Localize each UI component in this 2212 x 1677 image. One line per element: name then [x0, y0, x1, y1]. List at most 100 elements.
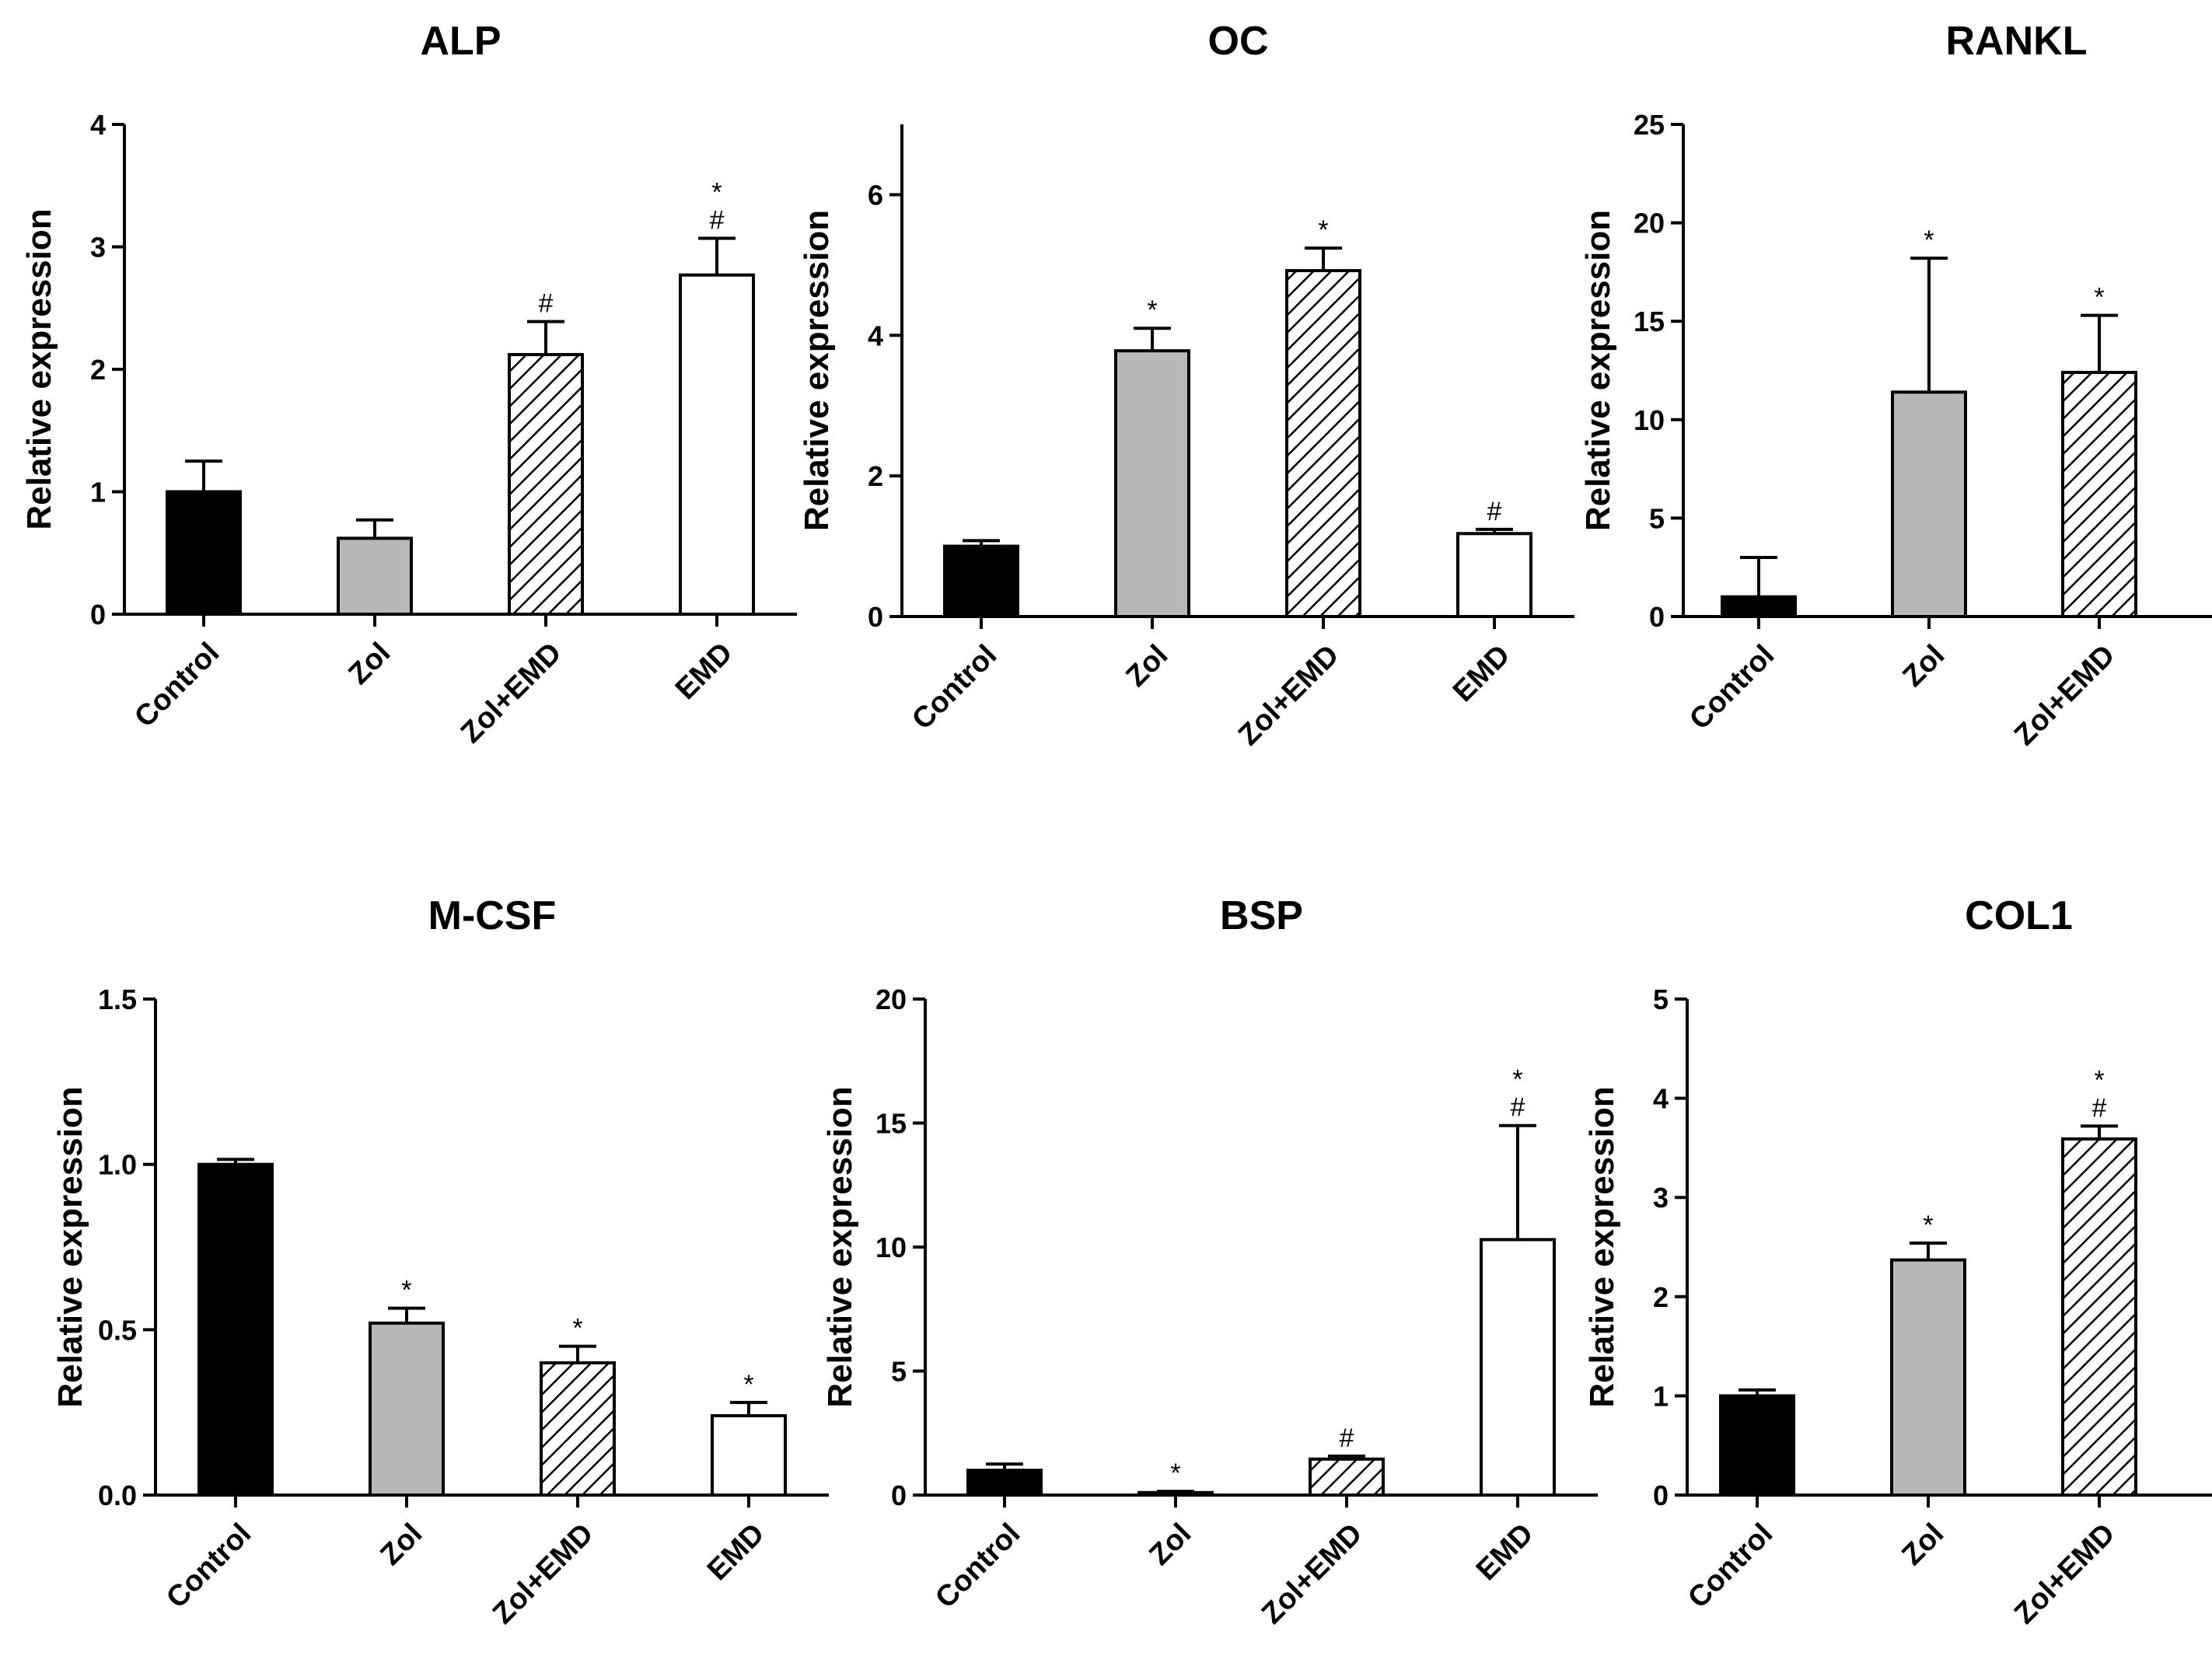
- x-tick-label-zol-emd: Zol+EMD: [2008, 639, 2121, 752]
- y-tick-label: 2: [90, 354, 106, 386]
- y-axis-label: Relative expression: [1583, 1086, 1621, 1407]
- y-tick-label: 10: [1634, 404, 1665, 436]
- significance-star: *: [1147, 295, 1157, 325]
- x-tick-label-zol-emd: Zol+EMD: [1256, 1518, 1368, 1630]
- bar-zol-emd: [1309, 1457, 1385, 1497]
- significance-star: *: [2094, 283, 2104, 313]
- bar-control: [1719, 1394, 1795, 1497]
- bar-zol: [1114, 349, 1190, 618]
- bar-zol-emd: [1285, 269, 1361, 618]
- significance-hash: #: [1511, 1093, 1525, 1123]
- x-tick-label-zol-emd: Zol+EMD: [2008, 1518, 2121, 1630]
- significance-star: *: [401, 1276, 411, 1305]
- y-axis-label: Relative expression: [51, 1086, 89, 1407]
- y-tick-label: 20: [875, 983, 907, 1015]
- y-tick-label: 15: [875, 1108, 907, 1140]
- y-tick-label: 0: [90, 599, 106, 631]
- x-tick-label-emd: EMD: [1470, 1518, 1539, 1587]
- y-tick-label: 0.0: [98, 1480, 137, 1511]
- chart-panel-m-csf: M-CSF Relative expression 0.0 0.5 1.0 1.5 Cont…: [51, 893, 829, 1630]
- bar-zol-emd: [2061, 1137, 2137, 1497]
- significance-star: *: [572, 1314, 582, 1343]
- chart-panel-alp: ALP Relative expression 0 1 2 3 4 Control Zol Zol…: [20, 19, 797, 749]
- y-tick-label: 3: [1653, 1182, 1669, 1214]
- y-tick-label: 3: [90, 232, 106, 264]
- x-tick-label-zol-emd: Zol+EMD: [1232, 639, 1345, 752]
- x-tick-label-control: Control: [1683, 639, 1780, 736]
- y-axis-label: Relative expression: [821, 1086, 859, 1407]
- x-tick-label-control: Control: [929, 1518, 1026, 1615]
- bar-control: [166, 490, 242, 616]
- significance-hash: #: [539, 289, 554, 319]
- y-tick-label: 6: [868, 179, 883, 211]
- significance-hash: #: [1487, 497, 1502, 526]
- chart-title: M-CSF: [428, 893, 557, 938]
- bar-emd: [1480, 1238, 1556, 1497]
- x-tick-label-zol: Zol: [1896, 1518, 1950, 1572]
- chart-title: RANKL: [1946, 19, 2088, 64]
- bar-zol: [369, 1321, 445, 1497]
- y-axis-label: Relative expression: [1579, 210, 1617, 531]
- chart-title: BSP: [1220, 893, 1303, 938]
- bar-control: [943, 544, 1019, 618]
- chart-title: COL1: [1965, 893, 2073, 938]
- y-tick-label: 10: [875, 1232, 907, 1263]
- y-tick-label: 1: [1653, 1380, 1669, 1412]
- x-tick-label-emd: EMD: [1447, 639, 1516, 708]
- significance-star: *: [1512, 1065, 1522, 1095]
- chart-title: OC: [1208, 19, 1269, 64]
- y-tick-label: 20: [1634, 208, 1665, 239]
- bar-emd: [679, 273, 755, 616]
- y-axis-label: Relative expression: [20, 208, 58, 529]
- y-tick-label: 5: [891, 1356, 907, 1388]
- x-tick-label-control: Control: [1682, 1518, 1779, 1615]
- y-tick-label: 15: [1634, 306, 1665, 337]
- significance-star: *: [1170, 1459, 1180, 1488]
- y-tick-label: 5: [1653, 983, 1669, 1015]
- y-tick-label: 0: [1653, 1480, 1669, 1511]
- y-tick-label: 4: [868, 320, 883, 351]
- chart-panel-oc: OC Relative expression 0 2 4 6 Control Zol * Zol+…: [798, 19, 1574, 752]
- significance-star: *: [1923, 1211, 1933, 1240]
- significance-hash: #: [1340, 1424, 1354, 1453]
- y-tick-label: 4: [1653, 1083, 1669, 1115]
- x-tick-label-control: Control: [906, 639, 1003, 736]
- bar-zol-emd: [540, 1361, 616, 1497]
- bar-zol: [1891, 390, 1967, 618]
- significance-hash: #: [710, 205, 725, 235]
- x-tick-label-emd: EMD: [701, 1518, 771, 1587]
- significance-star: *: [1924, 225, 1934, 255]
- y-tick-label: 1.5: [98, 983, 137, 1015]
- y-tick-label: 0: [868, 601, 883, 633]
- bar-zol-emd: [2061, 371, 2137, 618]
- chart-panel-rankl: RANKL Relative expression 0 5 10 15 20 25 Contro…: [1579, 19, 2212, 752]
- significance-star: *: [743, 1370, 753, 1399]
- bar-zol: [337, 536, 413, 616]
- significance-star: *: [711, 177, 722, 207]
- y-tick-label: 4: [90, 109, 106, 141]
- x-tick-label-zol: Zol: [342, 637, 397, 691]
- x-tick-label-zol: Zol: [1120, 639, 1174, 694]
- x-tick-label-zol-emd: Zol+EMD: [487, 1518, 599, 1630]
- bar-emd: [711, 1413, 787, 1497]
- y-tick-label: 2: [1653, 1281, 1669, 1313]
- bar-control: [966, 1469, 1043, 1497]
- y-tick-label: 0: [1649, 601, 1665, 633]
- bar-zol-emd: [508, 353, 584, 616]
- y-axis-label: Relative expression: [798, 210, 836, 531]
- bar-zol: [1137, 1490, 1214, 1497]
- y-tick-label: 5: [1649, 502, 1665, 534]
- chart-title: ALP: [421, 19, 501, 64]
- bar-control: [197, 1162, 274, 1497]
- significance-star: *: [1318, 215, 1328, 245]
- x-tick-label-control: Control: [160, 1518, 257, 1615]
- x-tick-label-zol: Zol: [374, 1518, 428, 1572]
- x-tick-label-emd: EMD: [669, 637, 739, 706]
- y-tick-label: 0.5: [98, 1314, 137, 1346]
- x-tick-label-control: Control: [128, 637, 225, 734]
- y-tick-label: 25: [1634, 109, 1665, 141]
- bar-emd: [1456, 532, 1532, 619]
- y-tick-label: 1: [90, 477, 106, 508]
- bar-control: [1721, 595, 1797, 618]
